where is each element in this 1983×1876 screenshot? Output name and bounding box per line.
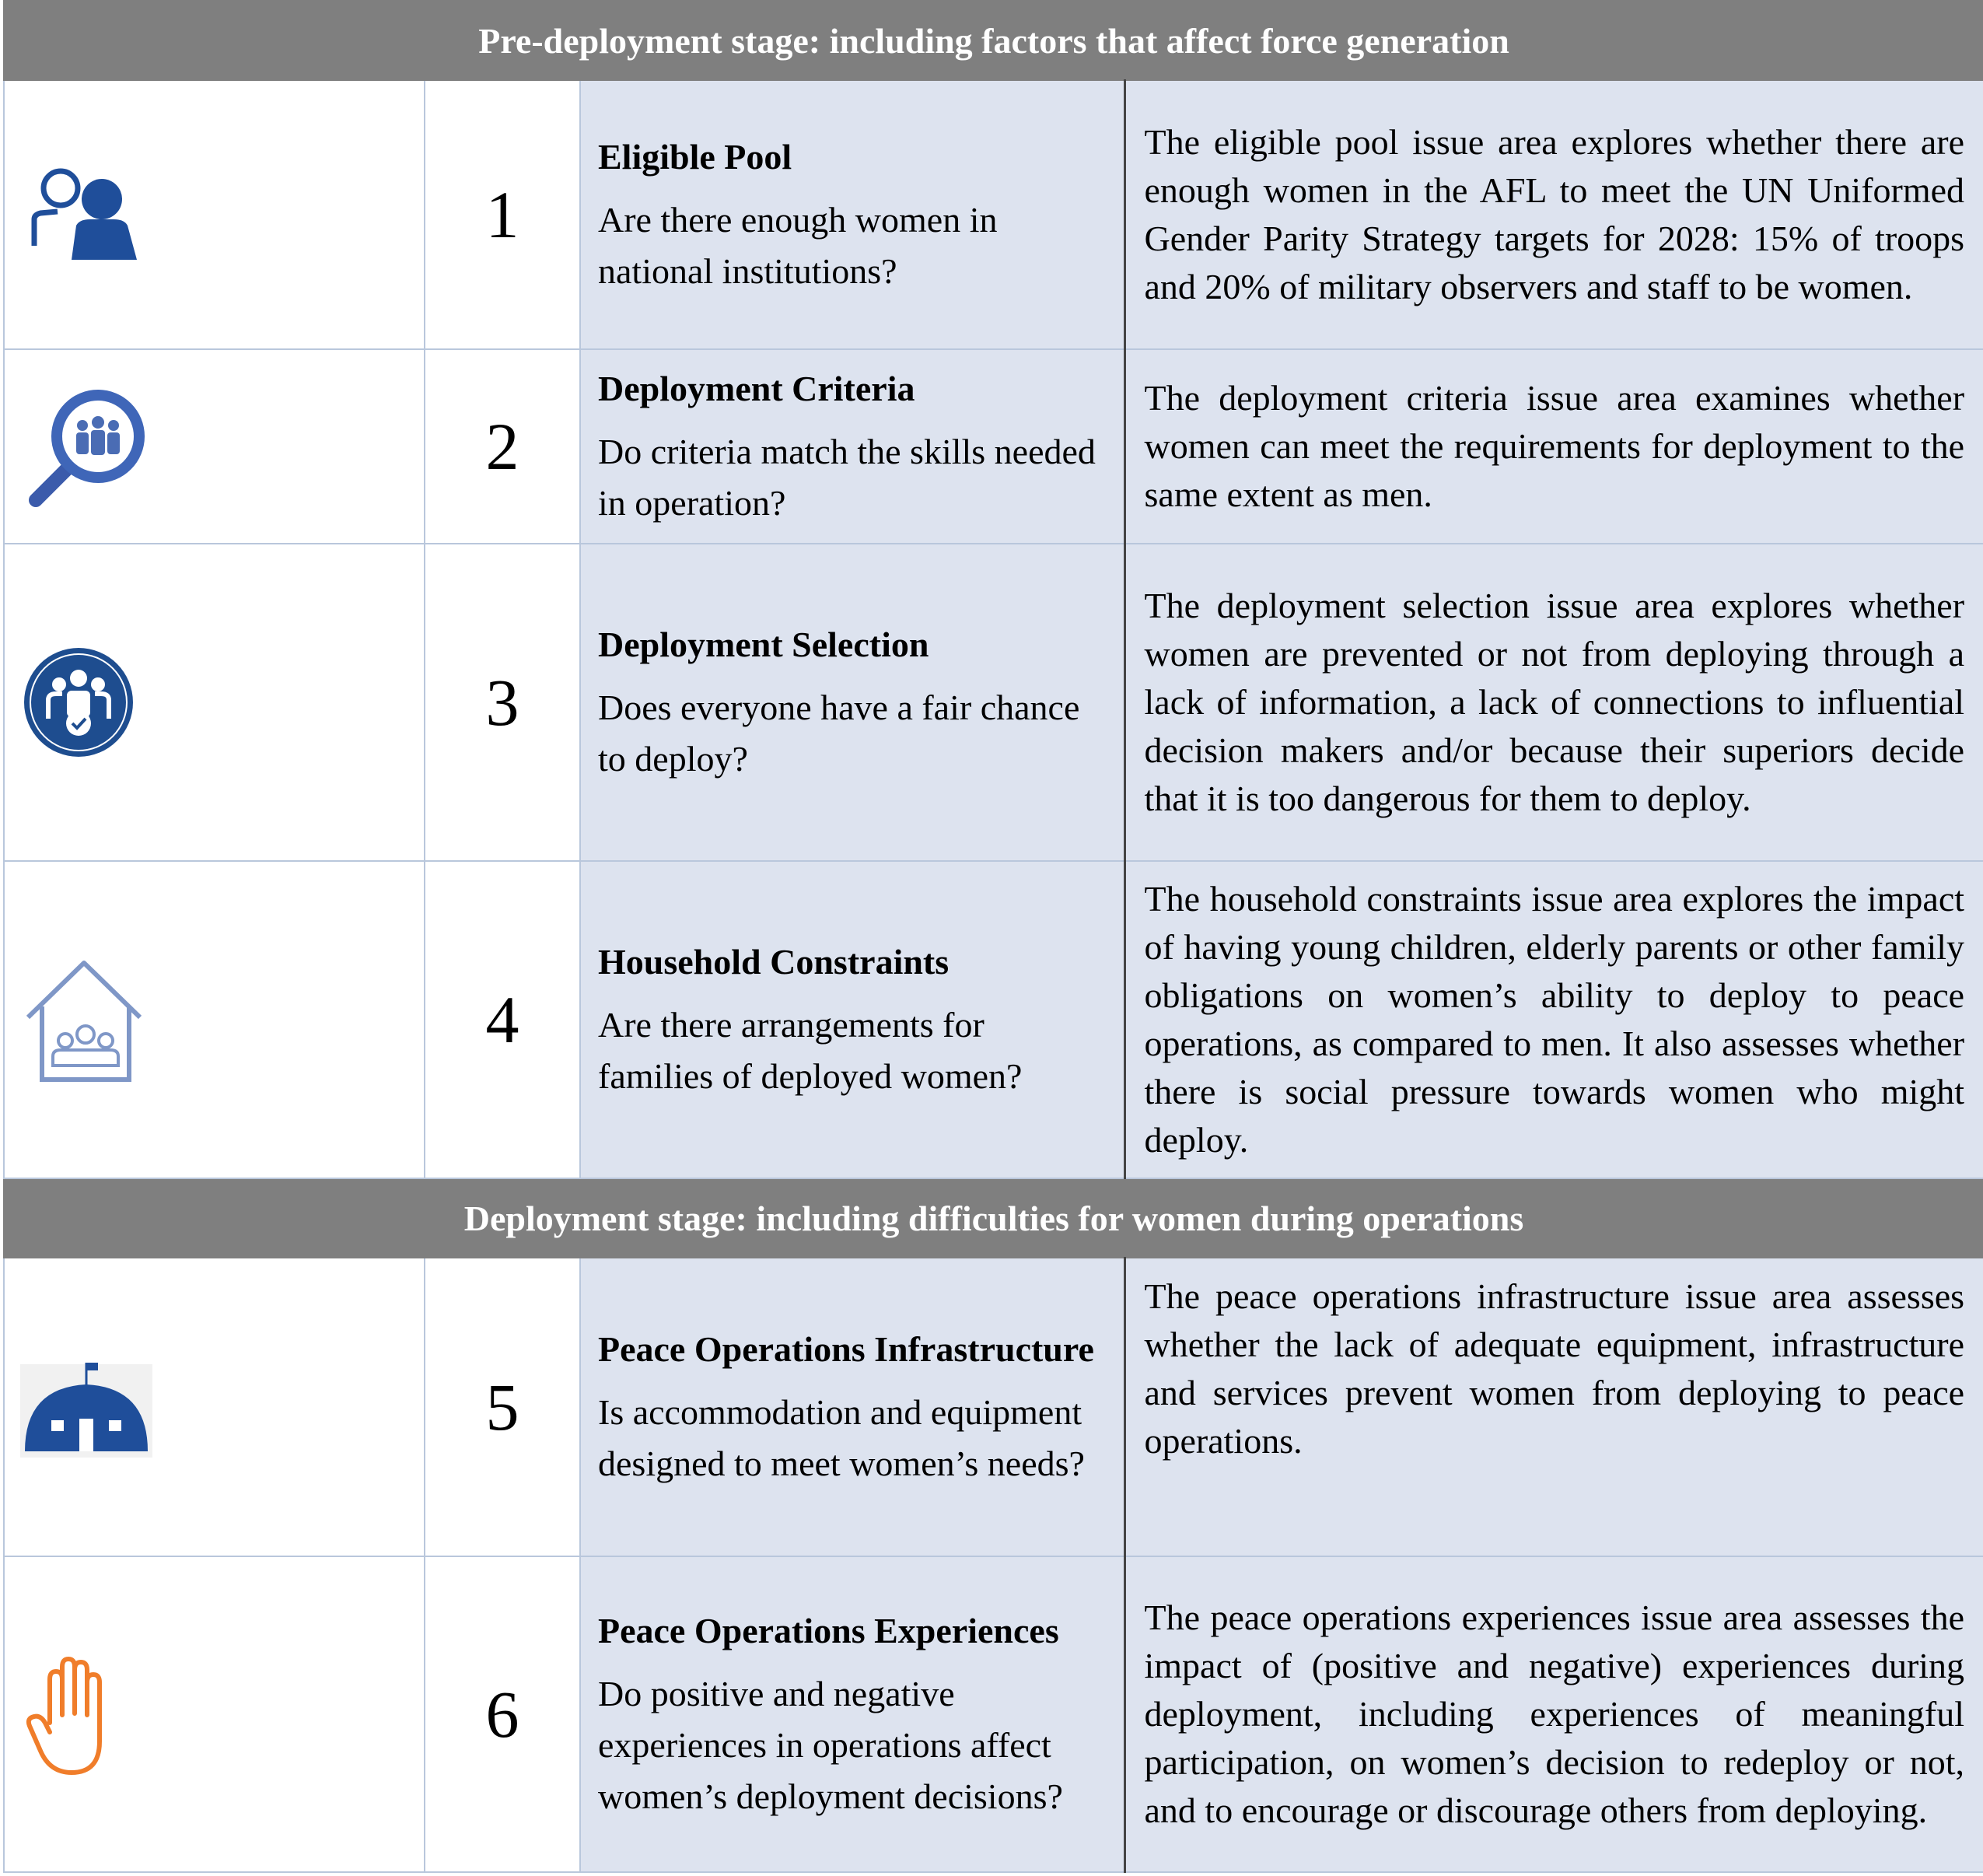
issue-question: Are there enough women in national insti… — [598, 200, 998, 291]
stage-heading: Pre-deployment stage: including factors … — [2, 0, 1983, 81]
row-number: 5 — [424, 1257, 581, 1557]
issue-description: The deployment criteria issue area exami… — [1123, 348, 1983, 544]
table-row: 1 Eligible Pool Are there enough women i… — [3, 79, 1983, 350]
issue-description: The peace operations infrastructure issu… — [1123, 1257, 1983, 1557]
issue-title: Peace Operations Experiences — [598, 1611, 1059, 1650]
table-row: 6 Peace Operations Experiences Do positi… — [3, 1556, 1983, 1873]
issue-title: Peace Operations Infrastructure — [598, 1329, 1094, 1369]
magnifier-people-icon — [29, 390, 145, 507]
row-number: 3 — [424, 543, 581, 862]
eligible-pool-people-icon — [31, 168, 137, 260]
table-row: 5 Peace Operations Infrastructure Is acc… — [3, 1257, 1983, 1557]
group-check-icon — [24, 648, 133, 757]
issue-description: The eligible pool issue area explores wh… — [1123, 79, 1983, 350]
issue-description: The peace operations experiences issue a… — [1123, 1556, 1983, 1873]
issue-question: Do criteria match the skills needed in o… — [598, 432, 1096, 523]
row-number: 1 — [424, 79, 581, 350]
raised-hand-icon — [26, 1657, 102, 1775]
issue-description: The household constraints issue area exp… — [1123, 860, 1983, 1179]
dome-camp-icon — [20, 1363, 152, 1458]
table-row: 2 Deployment Criteria Do criteria match … — [3, 348, 1983, 544]
table-row: 4 Household Constraints Are there arrang… — [3, 860, 1983, 1179]
stage-header-row: Deployment stage: including difficulties… — [2, 1178, 1983, 1258]
table-row: 3 Deployment Selection Does everyone hav… — [3, 543, 1983, 862]
issue-question: Do positive and negative experiences in … — [598, 1674, 1063, 1816]
issue-title: Deployment Selection — [598, 625, 929, 664]
row-number: 6 — [424, 1556, 581, 1873]
issue-title: Deployment Criteria — [598, 369, 915, 408]
issue-question: Does everyone have a fair chance to depl… — [598, 688, 1080, 779]
row-number: 2 — [424, 348, 581, 544]
row-number: 4 — [424, 860, 581, 1179]
issue-title: Eligible Pool — [598, 137, 792, 177]
house-family-icon — [26, 961, 142, 1082]
issue-question: Are there arrangements for families of d… — [598, 1005, 1023, 1096]
stage-header-row: Pre-deployment stage: including factors … — [2, 0, 1983, 81]
issue-description: The deployment selection issue area expl… — [1123, 543, 1983, 862]
issue-title: Household Constraints — [598, 942, 950, 982]
stage-heading: Deployment stage: including difficulties… — [2, 1178, 1983, 1258]
issue-question: Is accommodation and equipment designed … — [598, 1392, 1085, 1483]
